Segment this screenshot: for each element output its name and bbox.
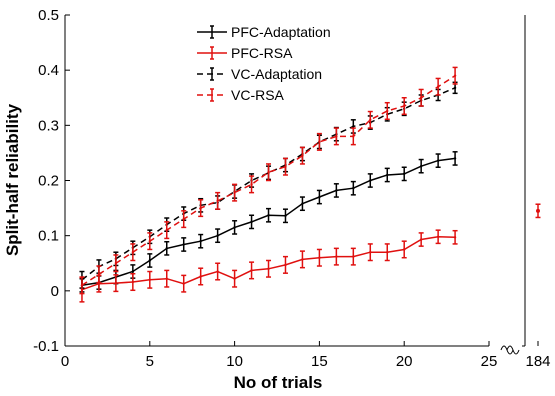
x-tick-label: 25 (481, 353, 498, 370)
data-point (318, 140, 321, 144)
data-point (453, 157, 457, 160)
data-point (250, 183, 253, 186)
data-point (233, 226, 236, 229)
data-point (199, 239, 202, 243)
data-point (352, 255, 355, 258)
data-point (199, 275, 202, 278)
x-tick-label: 0 (61, 353, 69, 370)
data-point (131, 280, 135, 284)
data-point (131, 251, 135, 254)
y-tick-label: 0.2 (38, 173, 59, 190)
data-point (403, 104, 406, 108)
data-point (216, 234, 219, 237)
data-point (148, 259, 151, 262)
series-line-vc-rsa (81, 75, 456, 286)
data-point (148, 239, 151, 243)
data-point (403, 172, 406, 176)
y-tick-label: 0.1 (38, 228, 59, 245)
data-point (419, 96, 423, 99)
data-point (335, 255, 338, 258)
data-point (453, 236, 457, 239)
data-point (114, 281, 118, 285)
data-point (335, 135, 338, 138)
data-point (233, 277, 236, 280)
legend-label-pfc-rsa: PFC-RSA (231, 45, 293, 61)
data-point (352, 135, 355, 138)
data-point (369, 179, 372, 182)
x-axis-title: No of trials (234, 373, 323, 392)
data-point (250, 220, 253, 224)
axes: -0.100.10.20.30.40.50 5 10 15 20 25 184 (33, 7, 550, 370)
data-point (301, 258, 304, 261)
y-tick-label: -0.1 (33, 338, 59, 355)
data-point (386, 109, 389, 113)
data-point (436, 235, 440, 238)
y-tick-label: 0.5 (38, 7, 59, 24)
data-point (216, 270, 219, 273)
data-point (233, 191, 236, 194)
y-axis-title: Split-half reliability (3, 103, 22, 256)
data-point (131, 270, 135, 273)
data-point (114, 262, 118, 265)
data-point (386, 173, 389, 177)
y-tick-label: 0.3 (38, 117, 59, 134)
x-tick-label: 15 (311, 353, 328, 370)
data-point (199, 206, 202, 210)
data-point (436, 159, 440, 162)
data-point (182, 282, 185, 285)
data-point (284, 165, 287, 168)
data-point (436, 85, 440, 88)
data-point (419, 238, 423, 241)
data-point (165, 228, 168, 232)
legend: PFC-Adaptation PFC-RSA VC-Adaptation VC-RSA (197, 24, 331, 103)
x-tick-label-184: 184 (525, 353, 550, 370)
x-tick-label: 5 (146, 353, 154, 370)
data-point (301, 202, 304, 205)
data-point (284, 214, 287, 218)
data-point (267, 267, 270, 270)
legend-label-vc-adaptation: VC-Adaptation (231, 66, 322, 82)
data-point (369, 118, 372, 122)
data-point (267, 214, 270, 217)
plot-area (79, 66, 541, 303)
data-point (182, 243, 185, 246)
series-line-vc-adaptation (81, 87, 456, 281)
data-point (352, 187, 355, 190)
data-point (165, 247, 168, 250)
data-point (318, 195, 321, 199)
data-point (369, 251, 372, 254)
data-point (182, 217, 185, 221)
data-point (216, 199, 219, 203)
data-point (97, 273, 101, 276)
data-point (419, 164, 423, 168)
data-point (165, 277, 168, 280)
x-tick-label: 20 (396, 353, 413, 370)
y-tick-label: 0 (51, 283, 59, 300)
x-tick-label: 10 (226, 353, 243, 370)
data-point (80, 284, 84, 287)
data-point (386, 251, 389, 254)
data-point (301, 154, 304, 157)
data-point (335, 189, 338, 192)
data-point (318, 256, 321, 259)
data-point (267, 171, 270, 174)
data-point-184 (536, 208, 540, 213)
data-point (284, 263, 287, 267)
data-point (453, 74, 457, 77)
legend-label-pfc-adaptation: PFC-Adaptation (231, 24, 331, 40)
data-point (250, 269, 253, 272)
legend-label-vc-rsa: VC-RSA (231, 87, 285, 103)
axis-break-mark (506, 345, 520, 355)
data-point (403, 248, 406, 251)
data-point (148, 278, 151, 281)
data-point (352, 125, 355, 128)
y-tick-label: 0.4 (38, 62, 59, 79)
data-point (453, 86, 457, 90)
